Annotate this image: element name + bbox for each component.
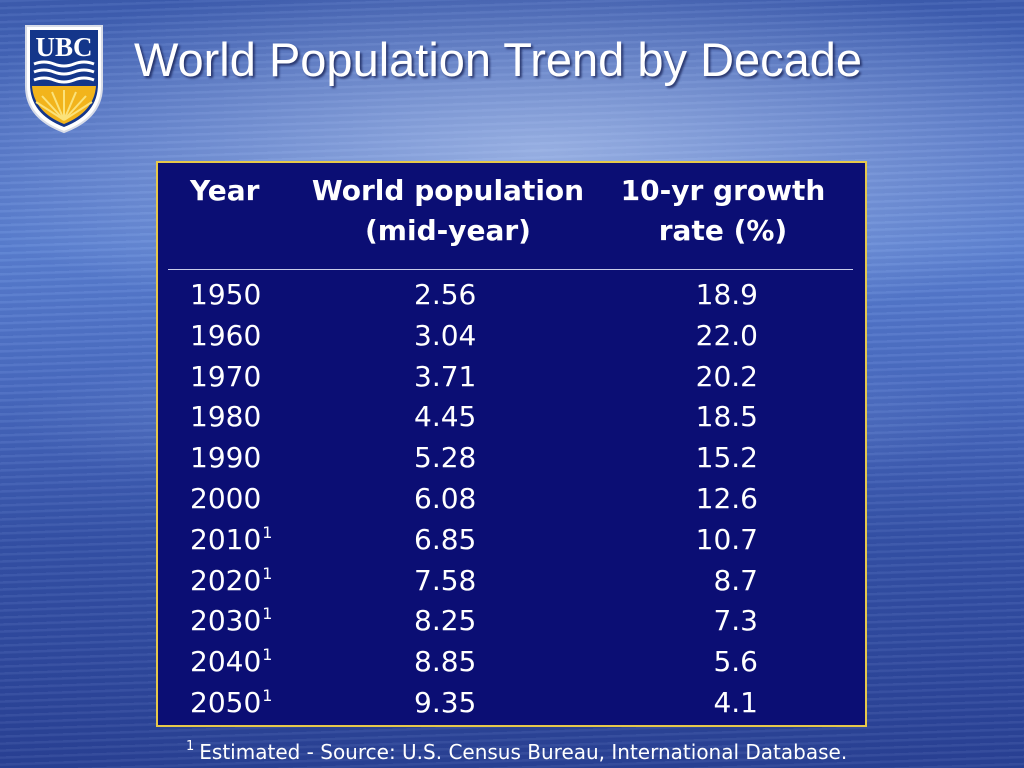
year-cell: 20201 — [190, 561, 272, 601]
growth-rate-cell: 4.1 — [713, 685, 758, 719]
population-cell: 8.25 — [414, 604, 477, 638]
population-cell: 5.28 — [414, 441, 477, 475]
population-cell: 3.71 — [414, 359, 477, 393]
footnote-text: Estimated - Source: U.S. Census Bureau, … — [199, 740, 848, 764]
year-cell: 1970 — [190, 357, 262, 397]
year-cell: 20301 — [190, 601, 272, 641]
table-row: 20201 7.58 8.7 — [158, 561, 865, 602]
year-cell: 20501 — [190, 683, 272, 723]
ubc-logo: UBC — [22, 22, 106, 134]
growth-rate-cell: 10.7 — [695, 522, 758, 556]
population-cell: 6.85 — [414, 522, 477, 556]
footnote-marker: 1 — [262, 685, 273, 705]
growth-rate-cell: 15.2 — [695, 441, 758, 475]
growth-rate-cell: 12.6 — [695, 481, 758, 515]
table-body: 1950 2.56 18.9 1960 3.04 22.0 1970 3.71 … — [158, 275, 865, 724]
year-cell: 1950 — [190, 275, 262, 315]
slide-title: World Population Trend by Decade — [134, 33, 863, 86]
table-row: 20301 8.25 7.3 — [158, 601, 865, 642]
header-year-label: Year — [190, 174, 260, 207]
footnote-marker: 1 — [262, 563, 273, 583]
year-cell: 2000 — [190, 479, 262, 519]
growth-rate-cell: 18.9 — [695, 278, 758, 311]
footnote-marker: 1 — [262, 522, 273, 542]
table-row: 1980 4.45 18.5 — [158, 397, 865, 438]
year-cell: 20101 — [190, 520, 272, 560]
population-cell: 3.04 — [414, 318, 477, 352]
header-divider — [168, 269, 853, 270]
growth-rate-cell: 8.7 — [713, 563, 758, 597]
table-row: 2000 6.08 12.6 — [158, 479, 865, 520]
table-row: 1970 3.71 20.2 — [158, 357, 865, 398]
growth-rate-cell: 20.2 — [695, 359, 758, 393]
population-cell: 8.85 — [414, 645, 477, 679]
year-value: 2020 — [190, 563, 262, 597]
growth-rate-cell: 22.0 — [695, 318, 758, 352]
growth-rate-cell: 5.6 — [713, 645, 758, 679]
logo-text: UBC — [35, 32, 92, 62]
footnote-marker: 1 — [262, 645, 273, 665]
table-row: 1950 2.56 18.9 — [158, 275, 865, 316]
year-value: 2050 — [190, 685, 262, 719]
year-cell: 20401 — [190, 642, 272, 682]
year-value: 2030 — [190, 604, 262, 638]
header-population-line1: World population — [311, 174, 585, 207]
year-cell: 1960 — [190, 316, 262, 356]
footnote-marker: 1 — [186, 739, 195, 754]
growth-rate-cell: 18.5 — [695, 400, 758, 434]
year-cell: 1980 — [190, 397, 262, 437]
population-cell: 4.45 — [414, 400, 477, 434]
year-value: 1950 — [190, 278, 262, 311]
table-row: 1990 5.28 15.2 — [158, 438, 865, 479]
table-row: 1960 3.04 22.0 — [158, 316, 865, 357]
population-cell: 9.35 — [414, 685, 477, 719]
population-cell: 7.58 — [414, 563, 477, 597]
year-cell: 1990 — [190, 438, 262, 478]
year-value: 1990 — [190, 441, 262, 475]
table-row: 20501 9.35 4.1 — [158, 683, 865, 724]
population-table: Year World population (mid-year) 10-yr g… — [156, 161, 867, 727]
year-value: 2010 — [190, 522, 262, 556]
header-year: Year — [180, 171, 290, 211]
footnote-marker: 1 — [262, 604, 273, 624]
header-growth-rate: 10-yr growth rate (%) — [608, 171, 838, 251]
header-population-line2: (mid-year) — [365, 214, 531, 247]
table-header: Year World population (mid-year) 10-yr g… — [158, 163, 865, 273]
year-value: 1960 — [190, 318, 262, 352]
population-cell: 2.56 — [414, 278, 477, 311]
ubc-crest-icon: UBC — [25, 25, 103, 134]
header-population: World population (mid-year) — [298, 171, 598, 251]
header-rate-line2: rate (%) — [658, 214, 788, 247]
table-row: 20101 6.85 10.7 — [158, 520, 865, 561]
source-footnote: 1 Estimated - Source: U.S. Census Bureau,… — [186, 739, 847, 765]
year-value: 2040 — [190, 645, 262, 679]
year-value: 1980 — [190, 400, 262, 434]
population-cell: 6.08 — [414, 481, 477, 515]
year-value: 1970 — [190, 359, 262, 393]
header-rate-line1: 10-yr growth — [620, 174, 826, 207]
table-row: 20401 8.85 5.6 — [158, 642, 865, 683]
growth-rate-cell: 7.3 — [713, 604, 758, 638]
year-value: 2000 — [190, 481, 262, 515]
